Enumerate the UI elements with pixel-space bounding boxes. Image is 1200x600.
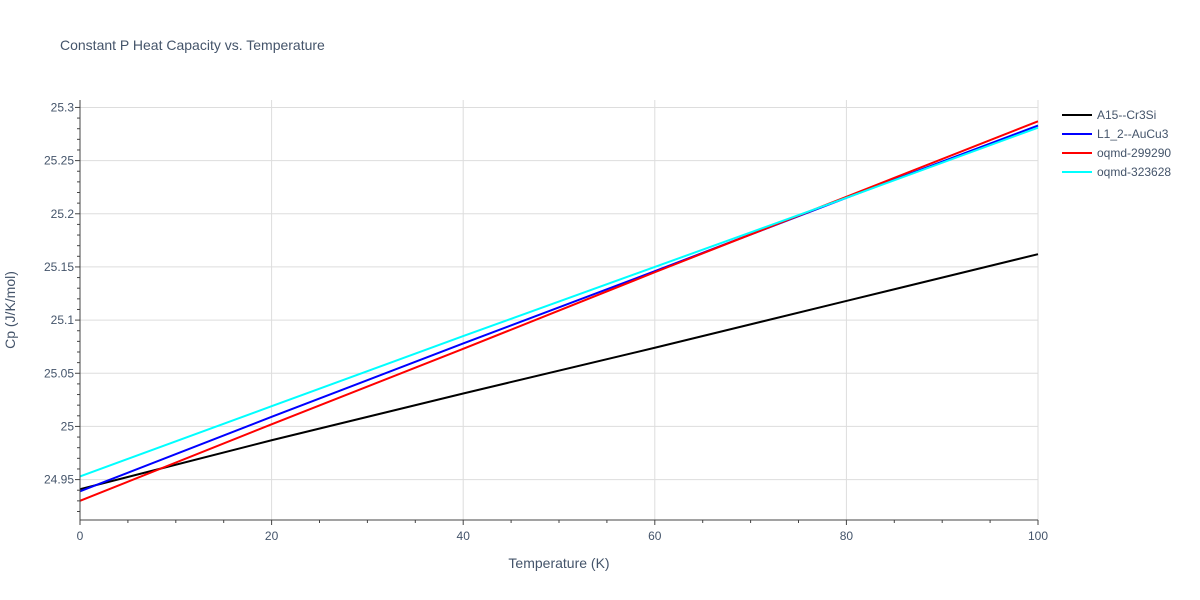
y-tick-label: 25: [61, 419, 75, 433]
legend-item-label[interactable]: L1_2--AuCu3: [1097, 127, 1169, 141]
x-tick-label: 20: [265, 529, 279, 543]
series-line-3: [79, 126, 1039, 478]
x-tick-label: 40: [457, 529, 471, 543]
y-tick-label: 25.15: [44, 260, 74, 274]
x-tick-label: 80: [840, 529, 854, 543]
y-axis-title: Cp (J/K/mol): [2, 271, 18, 349]
chart-title: Constant P Heat Capacity vs. Temperature: [60, 37, 325, 53]
y-tick-label: 25.3: [51, 100, 75, 114]
axes: 0 20 40 60 80 100 24.95 25 25.05 25.1 25.15 25.2 25.…: [44, 100, 1048, 543]
legend-item-label[interactable]: oqmd-323628: [1097, 165, 1171, 179]
legend-item-label[interactable]: A15--Cr3Si: [1097, 108, 1156, 122]
x-tick-label: 100: [1028, 529, 1048, 543]
legend[interactable]: A15--Cr3Si L1_2--AuCu3 oqmd-299290 oqmd-323…: [1062, 108, 1171, 179]
plot-area: [79, 120, 1039, 502]
y-tick-label: 25.2: [51, 207, 75, 221]
x-tick-label: 60: [648, 529, 662, 543]
y-tick-label: 25.05: [44, 366, 74, 380]
y-tick-label: 24.95: [44, 473, 74, 487]
y-tick-label: 25.1: [51, 313, 75, 327]
series-line-0: [79, 253, 1039, 491]
legend-item-label[interactable]: oqmd-299290: [1097, 146, 1171, 160]
series-line-2: [79, 120, 1039, 502]
x-axis-title: Temperature (K): [508, 555, 609, 571]
x-tick-label: 0: [77, 529, 84, 543]
grid: [80, 100, 1039, 520]
y-tick-label: 25.25: [44, 154, 74, 168]
